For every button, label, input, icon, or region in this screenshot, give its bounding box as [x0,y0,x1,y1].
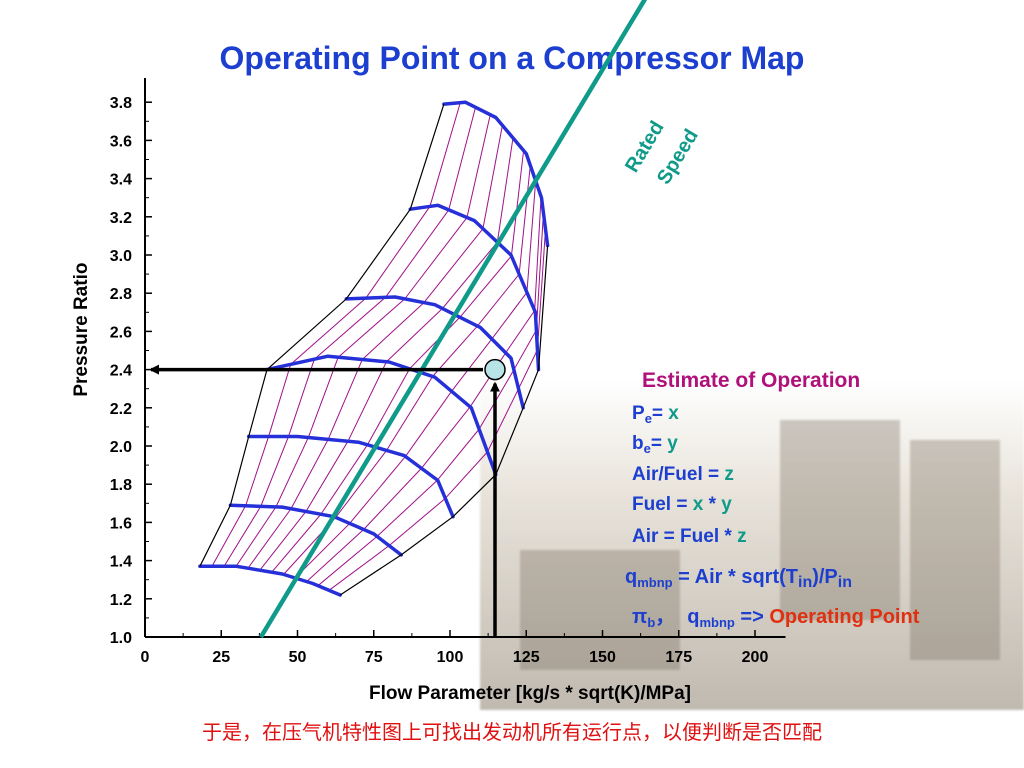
q2-symbol: q [687,606,699,628]
pi-comma: ， [655,606,675,628]
fuel-mult: * [703,494,721,515]
q-pin: in [838,574,852,591]
air-line: Air = Fuel * z [632,526,747,548]
pe-line: Pe= x [632,403,679,426]
q2-sub: mbnp [699,615,734,630]
air-z: z [737,526,747,547]
pi-line: πb， qmbnp => Operating Point [632,600,919,630]
q-symbol: q [625,566,637,588]
pe-symbol: P [632,403,645,424]
be-line: be= y [632,433,678,456]
pe-value: x [668,403,679,424]
air-label: Air = Fuel * [632,526,737,547]
airfuel-value: z [724,464,734,485]
arrow-text: => [735,606,769,628]
pe-sub: e [645,411,652,426]
be-eq: = [651,433,667,454]
operating-point-label: Operating Point [769,606,919,628]
estimate-title: Estimate of Operation [642,369,860,393]
be-symbol: b [632,433,644,454]
be-sub: e [644,441,651,456]
fuel-x: x [693,494,704,515]
pi-symbol: π [632,606,647,628]
q-sub: mbnp [637,575,672,590]
fuel-line: Fuel = x * y [632,494,732,516]
fuel-y: y [721,494,732,515]
q-mid: )/P [812,566,838,588]
airfuel-line: Air/Fuel = z [632,464,734,486]
footer-caption: 于是，在压气机特性图上可找出发动机所有运行点，以便判断是否匹配 [0,716,1024,745]
q-eq: = Air * sqrt(T [673,566,798,588]
pe-eq: = [652,403,668,424]
q-mbnp-line: qmbnp = Air * sqrt(Tin)/Pin [625,566,852,592]
be-value: y [667,433,678,454]
q-tin: in [798,574,812,591]
fuel-label: Fuel = [632,494,693,515]
airfuel-label: Air/Fuel = [632,464,724,485]
